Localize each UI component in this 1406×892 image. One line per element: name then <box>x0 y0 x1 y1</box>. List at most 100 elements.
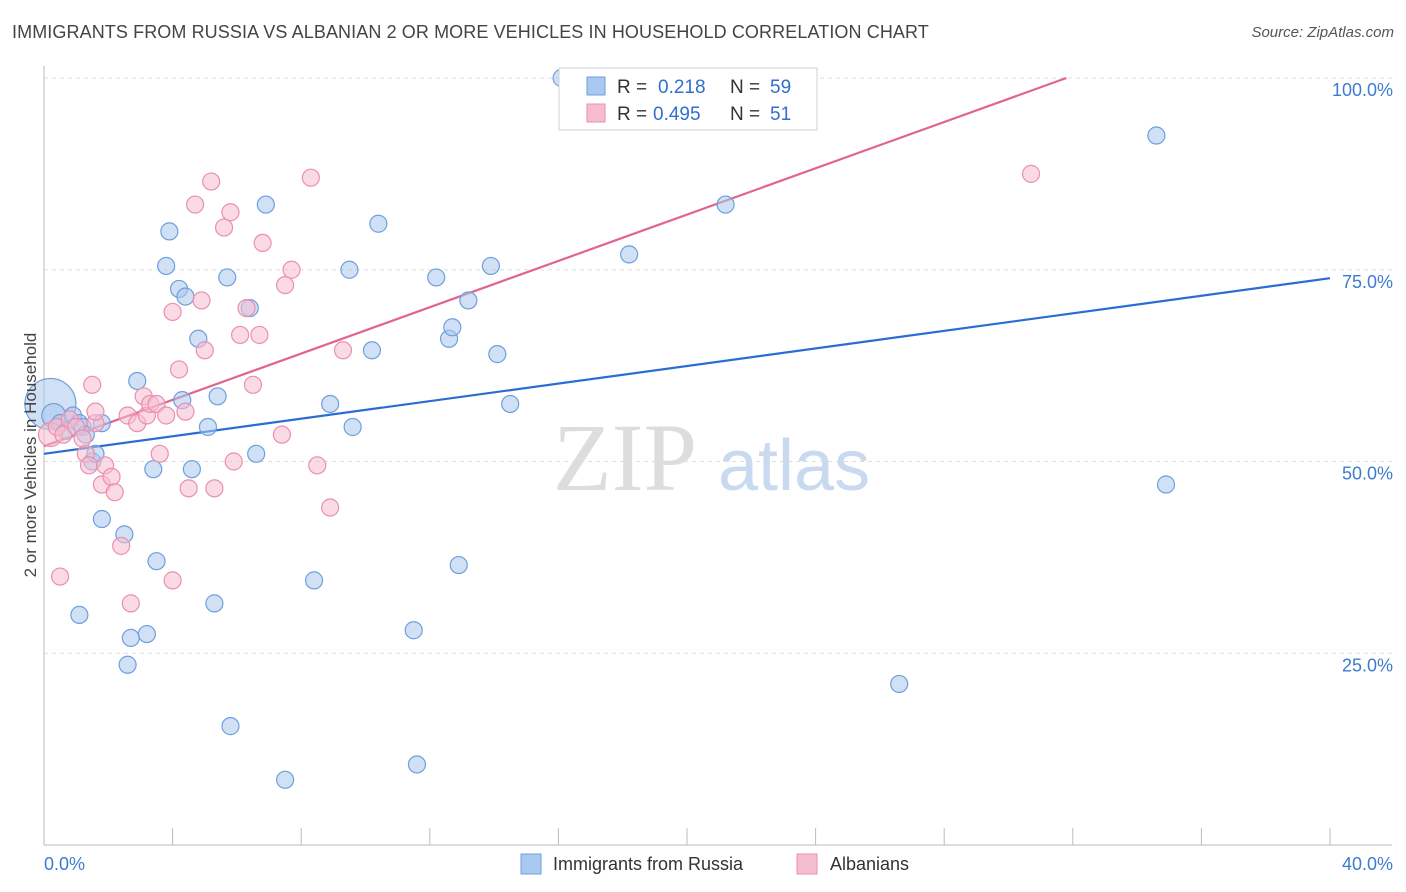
point-russia <box>459 291 478 310</box>
point-albanian <box>195 341 214 360</box>
point-albanian <box>79 456 99 475</box>
point-albanian <box>83 375 102 394</box>
watermark: ZIP atlas <box>553 404 870 511</box>
y-tick-label: 100.0% <box>1332 80 1393 100</box>
legend-r-label-albanian: R = <box>617 104 647 125</box>
trend-lines <box>43 76 1331 455</box>
trend-line-russia <box>43 277 1331 455</box>
point-albanian <box>163 302 182 322</box>
bottom-legend-swatch-albanian <box>796 853 818 875</box>
point-albanian <box>321 498 340 517</box>
bottom-legend: Immigrants from Russia Albanians <box>520 853 909 875</box>
point-russia <box>501 394 520 414</box>
point-albanian <box>308 456 327 475</box>
point-albanian <box>163 571 182 590</box>
point-russia <box>443 318 462 337</box>
point-russia <box>362 341 382 360</box>
point-albanian <box>169 360 189 379</box>
point-albanian <box>282 260 301 279</box>
legend-swatch-albanian <box>586 103 606 123</box>
point-russia <box>1156 475 1176 494</box>
legend-swatch-russia <box>586 76 606 96</box>
point-russia <box>137 624 156 644</box>
point-albanian <box>205 479 224 498</box>
point-russia <box>118 655 137 674</box>
point-albanian <box>221 203 240 222</box>
chart-source: Source: ZipAtlas.com <box>1251 24 1394 41</box>
point-albanian <box>250 325 269 345</box>
point-russia <box>218 268 237 287</box>
point-russia <box>247 444 266 463</box>
legend-r-value-russia: 0.218 <box>658 77 706 98</box>
point-albanian <box>202 172 221 191</box>
x-tick-label: 40.0% <box>1342 854 1393 874</box>
legend-r-label-russia: R = <box>617 77 647 98</box>
legend-box: R = 0.218 N = 59 R = 0.495 N = 51 <box>558 67 818 131</box>
bottom-legend-label-albanian: Albanians <box>830 854 909 874</box>
x-tick-label: 0.0% <box>44 854 85 874</box>
point-russia <box>121 628 140 648</box>
point-russia <box>221 717 240 736</box>
point-russia <box>321 394 340 414</box>
point-russia <box>1147 126 1166 145</box>
point-russia <box>716 195 735 214</box>
y-tick-labels: 25.0% 50.0% 75.0% 100.0% <box>1332 80 1393 675</box>
point-russia <box>144 460 163 479</box>
point-albanian <box>150 444 169 463</box>
legend-n-label-albanian: N = <box>730 104 760 125</box>
legend-n-value-russia: 59 <box>770 77 791 98</box>
point-russia <box>147 552 166 571</box>
point-russia <box>157 256 176 276</box>
point-albanian <box>192 291 211 310</box>
point-russia <box>488 345 507 364</box>
chart-title: IMMIGRANTS FROM RUSSIA VS ALBANIAN 2 OR … <box>12 22 929 42</box>
point-albanian <box>186 195 205 214</box>
point-albanian <box>176 402 195 421</box>
point-russia <box>481 256 500 276</box>
point-russia <box>70 605 89 625</box>
axes <box>43 66 1392 846</box>
point-albanian <box>272 425 292 444</box>
y-tick-label: 50.0% <box>1342 464 1393 484</box>
point-albanian <box>1021 164 1041 183</box>
point-albanian <box>253 233 272 253</box>
trend-line-albanian <box>43 76 1067 448</box>
y-axis-label: 2 or more Vehicles in Household <box>21 333 40 578</box>
point-albanian <box>224 452 243 471</box>
watermark-zip: ZIP <box>553 404 697 511</box>
point-russia <box>449 555 468 575</box>
point-albanian <box>243 375 263 394</box>
point-albanian <box>86 402 105 421</box>
point-albanian <box>157 406 176 425</box>
point-russia <box>343 417 362 437</box>
x-tick-labels: 0.0% 40.0% <box>44 854 1393 874</box>
point-albanian <box>102 467 121 486</box>
point-albanian <box>73 429 92 448</box>
point-albanian <box>333 341 353 360</box>
point-albanian <box>112 536 131 555</box>
point-russia <box>176 287 195 306</box>
point-russia <box>128 371 147 391</box>
point-albanian <box>231 325 250 345</box>
point-albanian <box>237 299 256 318</box>
data-points <box>24 68 1176 789</box>
point-russia <box>160 222 179 241</box>
point-russia <box>198 417 218 437</box>
point-russia <box>304 571 324 590</box>
y-tick-label: 75.0% <box>1342 272 1393 292</box>
legend-r-value-albanian: 0.495 <box>653 104 701 125</box>
point-russia <box>182 460 201 479</box>
y-tick-label: 25.0% <box>1342 655 1393 675</box>
point-russia <box>890 674 909 694</box>
point-russia <box>208 387 227 406</box>
point-albanian <box>179 479 198 498</box>
point-russia <box>369 214 388 233</box>
point-albanian <box>121 594 140 613</box>
point-russia <box>427 268 446 287</box>
point-russia <box>205 594 224 613</box>
legend-n-value-albanian: 51 <box>770 104 791 125</box>
point-albanian <box>105 483 124 502</box>
point-russia <box>404 621 423 640</box>
watermark-atlas: atlas <box>718 426 870 506</box>
